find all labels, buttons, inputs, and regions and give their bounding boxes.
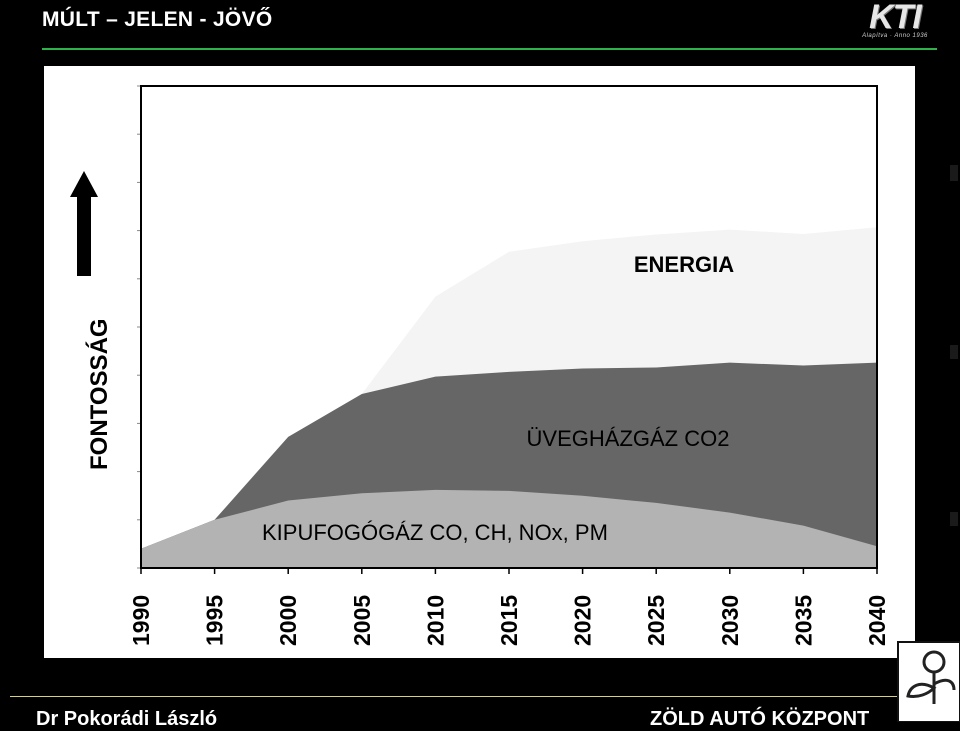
x-tick-label: 2010 bbox=[422, 595, 448, 646]
arrow-head bbox=[70, 171, 98, 197]
icon-leaf bbox=[906, 682, 937, 698]
kti-logo: KTI Alapítva · Anno 1936 bbox=[852, 0, 938, 44]
area-layers bbox=[141, 227, 877, 568]
icon-leaf-right bbox=[933, 678, 956, 691]
decorative-mark bbox=[950, 512, 958, 526]
x-tick-label: 2025 bbox=[643, 595, 669, 646]
series-labels: ENERGIA ÜVEGHÁZGÁZ CO2 KIPUFOGÓGÁZ CO, C… bbox=[262, 252, 734, 545]
leaf-icon bbox=[897, 641, 960, 722]
page-title: MÚLT – JELEN - JÖVŐ bbox=[42, 8, 273, 31]
label-uveghazgaz: ÜVEGHÁZGÁZ CO2 bbox=[527, 426, 730, 451]
x-tick-label: 2040 bbox=[864, 595, 890, 646]
x-tick-label: 2020 bbox=[570, 595, 596, 646]
arrow-shaft bbox=[77, 196, 91, 276]
x-tick-label: 2015 bbox=[496, 595, 522, 646]
x-tick-label: 1995 bbox=[202, 595, 228, 646]
importance-arrow bbox=[70, 171, 98, 276]
decorative-mark bbox=[950, 165, 958, 181]
x-axis-ticks: 1990 1995 2000 2005 2010 2015 2020 2025 2030 2035… bbox=[128, 568, 890, 646]
label-energia: ENERGIA bbox=[634, 252, 734, 277]
chart-panel: 1990 1995 2000 2005 2010 2015 2020 2025 2030 2035… bbox=[44, 66, 915, 658]
logo-text: KTI bbox=[869, 0, 922, 36]
x-tick-label: 2035 bbox=[790, 595, 816, 646]
footer-divider bbox=[10, 696, 900, 697]
area-kipufogogaz bbox=[141, 489, 877, 568]
footer-author: Dr Pokorádi László bbox=[36, 708, 218, 730]
area-chart: 1990 1995 2000 2005 2010 2015 2020 2025 2030 2035… bbox=[70, 85, 890, 646]
x-tick-label: 2000 bbox=[275, 595, 301, 646]
footer-center-name: ZÖLD AUTÓ KÖZPONT bbox=[650, 708, 870, 730]
header-divider bbox=[42, 48, 937, 50]
x-tick-label: 2005 bbox=[349, 595, 375, 646]
decorative-mark bbox=[950, 345, 958, 359]
x-tick-label: 2030 bbox=[717, 595, 743, 646]
x-tick-label: 1990 bbox=[128, 595, 154, 646]
label-kipufogogaz: KIPUFOGÓGÁZ CO, CH, NOx, PM bbox=[262, 520, 608, 545]
y-axis-label: FONTOSSÁG bbox=[85, 318, 113, 470]
logo-subtitle: Alapítva · Anno 1936 bbox=[862, 33, 928, 39]
